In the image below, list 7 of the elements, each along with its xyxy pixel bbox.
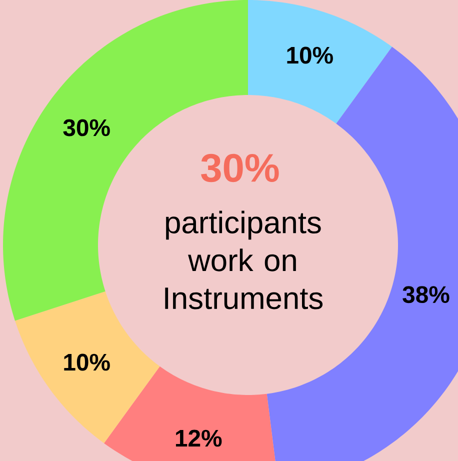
data-label: 30% <box>63 119 110 136</box>
data-label: 38% <box>402 286 450 304</box>
data-label: 10% <box>287 46 333 64</box>
data-label: 10% <box>64 354 110 371</box>
text: participants work on Instruments <box>165 210 323 310</box>
text: 30% <box>201 154 279 182</box>
data-label: 12% <box>176 430 222 447</box>
